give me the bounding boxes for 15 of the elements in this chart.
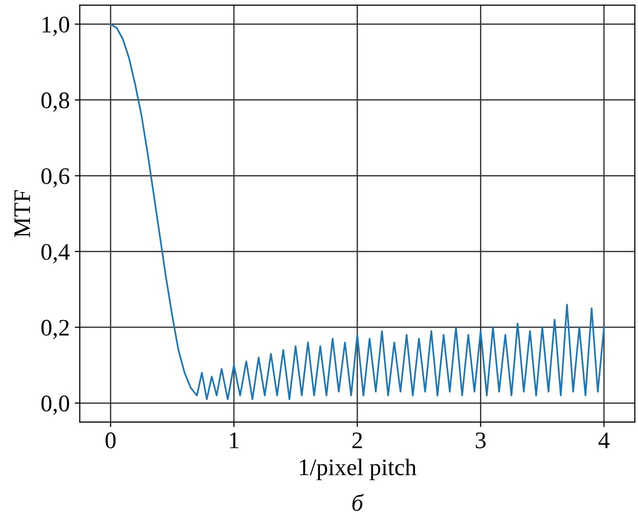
x-tick-label: 3 bbox=[476, 432, 486, 448]
y-tick-label: 1,0 bbox=[42, 16, 70, 36]
y-tick-label: 0,0 bbox=[41, 396, 70, 415]
x-tick-label: 1 bbox=[230, 432, 238, 448]
y-tick-label: 0,6 bbox=[41, 168, 70, 188]
y-tick-label: 0,2 bbox=[41, 320, 69, 340]
x-axis-title: 1/pixel pitch bbox=[300, 458, 416, 480]
x-tick-label: 4 bbox=[598, 432, 610, 448]
y-axis-title: MTF bbox=[14, 190, 30, 238]
y-tick-label: 0,8 bbox=[41, 92, 70, 112]
x-tick-label: 0 bbox=[106, 432, 116, 448]
line-series bbox=[110, 23, 605, 400]
x-tick-label: 2 bbox=[352, 432, 362, 448]
text: б bbox=[352, 494, 364, 511]
y-tick-label: 0,4 bbox=[41, 244, 70, 264]
